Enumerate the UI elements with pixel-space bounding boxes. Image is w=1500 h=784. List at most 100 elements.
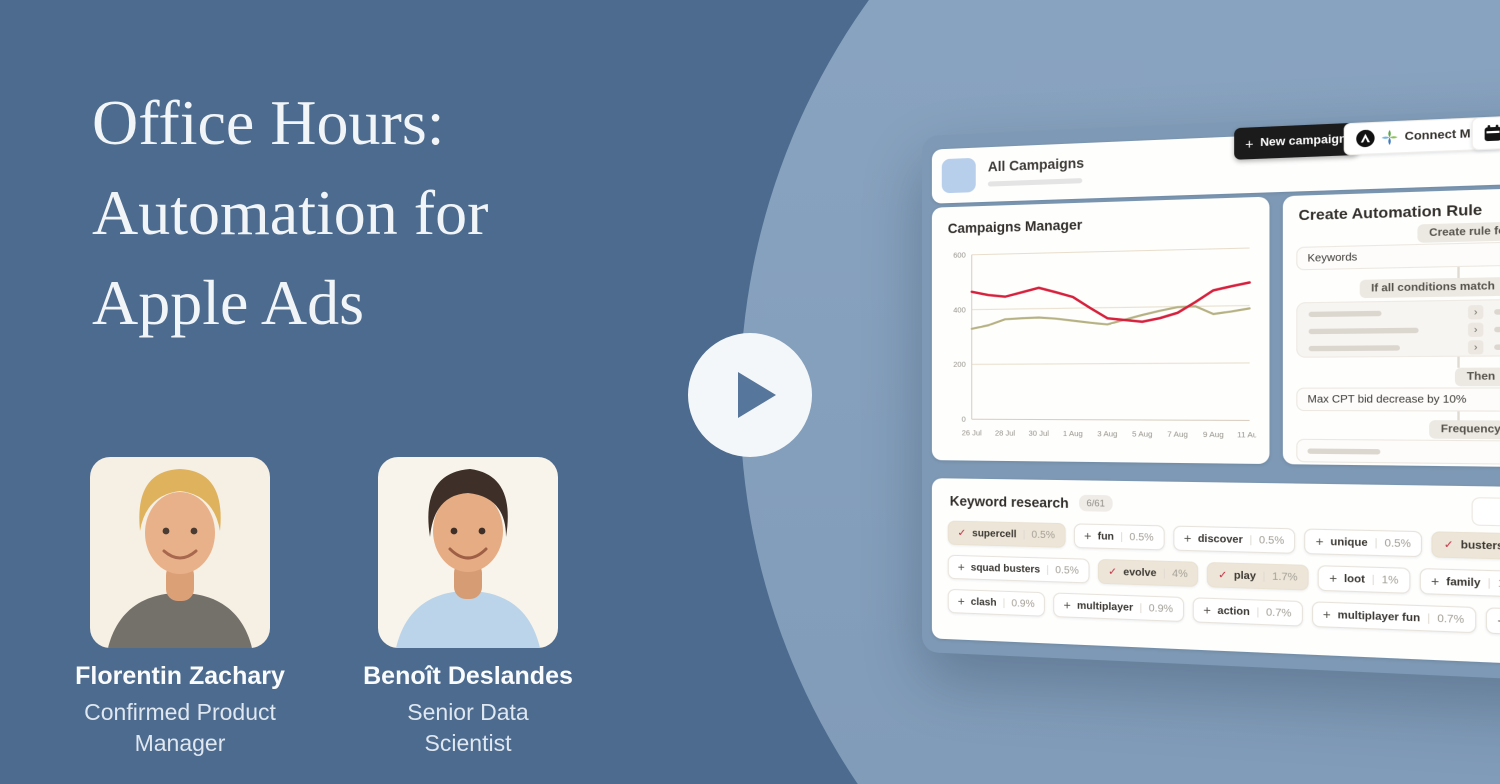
keyword-chip-busters[interactable]: ✓busters|00.5%.7% [1432,531,1500,561]
x-tick-label: 9 Aug [1203,430,1224,440]
keyword-value: 4% [1172,568,1188,580]
progress-line [988,178,1082,187]
speaker-role: Confirmed Product Manager [65,697,295,759]
keyword-action-box[interactable] [1472,497,1500,528]
conditions-box: › › › [1296,298,1500,358]
campaigns-manager-card: Campaigns Manager 0 200 400 600 26 Jul 28 Jul… [932,197,1270,464]
speaker-name: Benoît Deslandes [348,662,588,691]
chip-divider: | [1046,564,1049,575]
campaign-avatar [942,158,976,194]
keyword-research-title: Keyword research [950,493,1069,510]
keyword-chip-fun[interactable]: + fun | 0.5% [1074,523,1165,550]
keyword-label: unique [1330,536,1367,549]
add-icon: + [958,594,965,608]
chevron-right-icon[interactable]: › [1468,323,1483,337]
conditions-tag: If all conditions match [1360,277,1500,298]
all-campaigns-title: All Campaigns [988,155,1084,174]
play-button[interactable] [688,333,812,457]
placeholder-line [1309,311,1382,317]
keyword-chip-play[interactable]: ✓ play | 1.7% [1207,562,1309,590]
title-line-3: Apple Ads [92,258,488,348]
add-icon: + [1184,531,1192,546]
chip-divider: | [1256,606,1259,618]
y-tick-label: 600 [953,250,965,259]
keyword-chip-family[interactable]: + family | 1% [1419,568,1500,598]
chevron-right-icon[interactable]: › [1468,340,1483,354]
keyword-label: play [1234,570,1256,582]
keyword-chip-clash[interactable]: + clash | 0.9% [948,589,1045,617]
y-tick-label: 200 [953,360,965,369]
keyword-count-badge: 6/61 [1079,495,1112,512]
keyword-chip-evolve[interactable]: ✓ evolve | 4% [1098,559,1199,587]
date-picker-button[interactable] [1472,115,1500,150]
new-campaign-label: New campaign [1260,133,1347,149]
calendar-icon [1483,124,1500,142]
keyword-label: fun [1098,531,1114,543]
placeholder-line [1494,308,1500,314]
add-icon: + [1203,603,1211,618]
keyword-chip-party-action[interactable]: +party action|0.7% [1486,607,1500,639]
check-icon: ✓ [1108,566,1117,578]
speaker-card-benoit: Benoît Deslandes Senior Data Scientist [348,457,588,759]
connector-line [1457,412,1459,421]
connector-line [1457,357,1459,368]
dashboard-mockup: All Campaigns + New campaign Connect MMP [922,104,1500,685]
speaker-name: Florentin Zachary [55,662,305,691]
speaker-role: Senior Data Scientist [393,697,543,759]
keyword-label: discover [1198,533,1243,546]
connector-line [1457,267,1459,278]
placeholder-line [1494,344,1500,350]
campaigns-red-line [972,283,1250,324]
rule-target-select[interactable]: Keywords [1296,240,1500,270]
keyword-value: 0.9% [1149,603,1173,615]
keyword-chip-supercell[interactable]: ✓ supercell | 0.5% [948,521,1066,548]
keyword-research-card: Keyword research 6/61 ✓ supercell | 0.5% + fu… [932,478,1500,669]
gridline [972,248,1250,255]
keyword-label: family [1446,576,1480,589]
gridline [972,419,1250,420]
y-tick-label: 400 [953,305,965,314]
x-tick-label: 11 Aug [1237,430,1256,440]
keyword-chip-discover[interactable]: + discover | 0.5% [1173,526,1295,554]
add-icon: + [1329,571,1337,586]
keyword-chip-squad-busters[interactable]: + squad busters | 0.5% [948,555,1090,584]
keyword-value: 0.9% [1011,598,1034,610]
keyword-chip-multiplayer-fun[interactable]: + multiplayer fun | 0.7% [1312,601,1476,633]
page-title: Office Hours: Automation for Apple Ads [92,78,488,348]
keyword-value: 0.7% [1266,607,1291,620]
keyword-chip-unique[interactable]: + unique | 0.5% [1304,528,1422,557]
keyword-label: evolve [1123,566,1156,578]
x-tick-label: 5 Aug [1132,429,1152,439]
chip-divider: | [1249,534,1252,546]
chip-divider: | [1003,597,1006,608]
keyword-chip-loot[interactable]: + loot | 1% [1318,565,1410,594]
gridline [972,363,1250,364]
automation-rule-card: Create Automation Rule Create rule for K… [1283,183,1500,468]
mmp-logo-icon [1381,130,1397,146]
create-rule-for-tag: Create rule for [1417,222,1500,243]
title-line-1: Office Hours: [92,78,488,168]
keyword-label: squad busters [971,562,1040,575]
avatar-photo-florentin [90,457,270,648]
keyword-value: 0.5% [1129,531,1153,543]
chip-divider: | [1163,568,1166,580]
then-action-box[interactable]: Max CPT bid decrease by 10% [1296,387,1500,412]
frequency-box[interactable] [1296,439,1500,466]
chip-divider: | [1139,602,1142,614]
keyword-label: supercell [972,528,1016,540]
apple-ads-logo-icon [1356,129,1374,147]
check-icon: ✓ [958,527,966,538]
title-line-2: Automation for [92,168,488,258]
keyword-chip-multiplayer[interactable]: + multiplayer | 0.9% [1053,592,1184,622]
thumbnail-canvas: Office Hours: Automation for Apple Ads F… [0,0,1500,784]
chevron-right-icon[interactable]: › [1468,305,1483,319]
automation-rule-title: Create Automation Rule [1299,201,1483,224]
new-campaign-button[interactable]: + New campaign [1234,123,1358,160]
check-icon: ✓ [1218,569,1227,581]
keyword-label: action [1218,605,1250,618]
keyword-label: clash [971,596,997,608]
placeholder-line [1309,345,1400,351]
keyword-chip-action[interactable]: + action | 0.7% [1192,597,1302,626]
chip-divider: | [1375,537,1378,549]
add-icon: + [1064,598,1071,613]
